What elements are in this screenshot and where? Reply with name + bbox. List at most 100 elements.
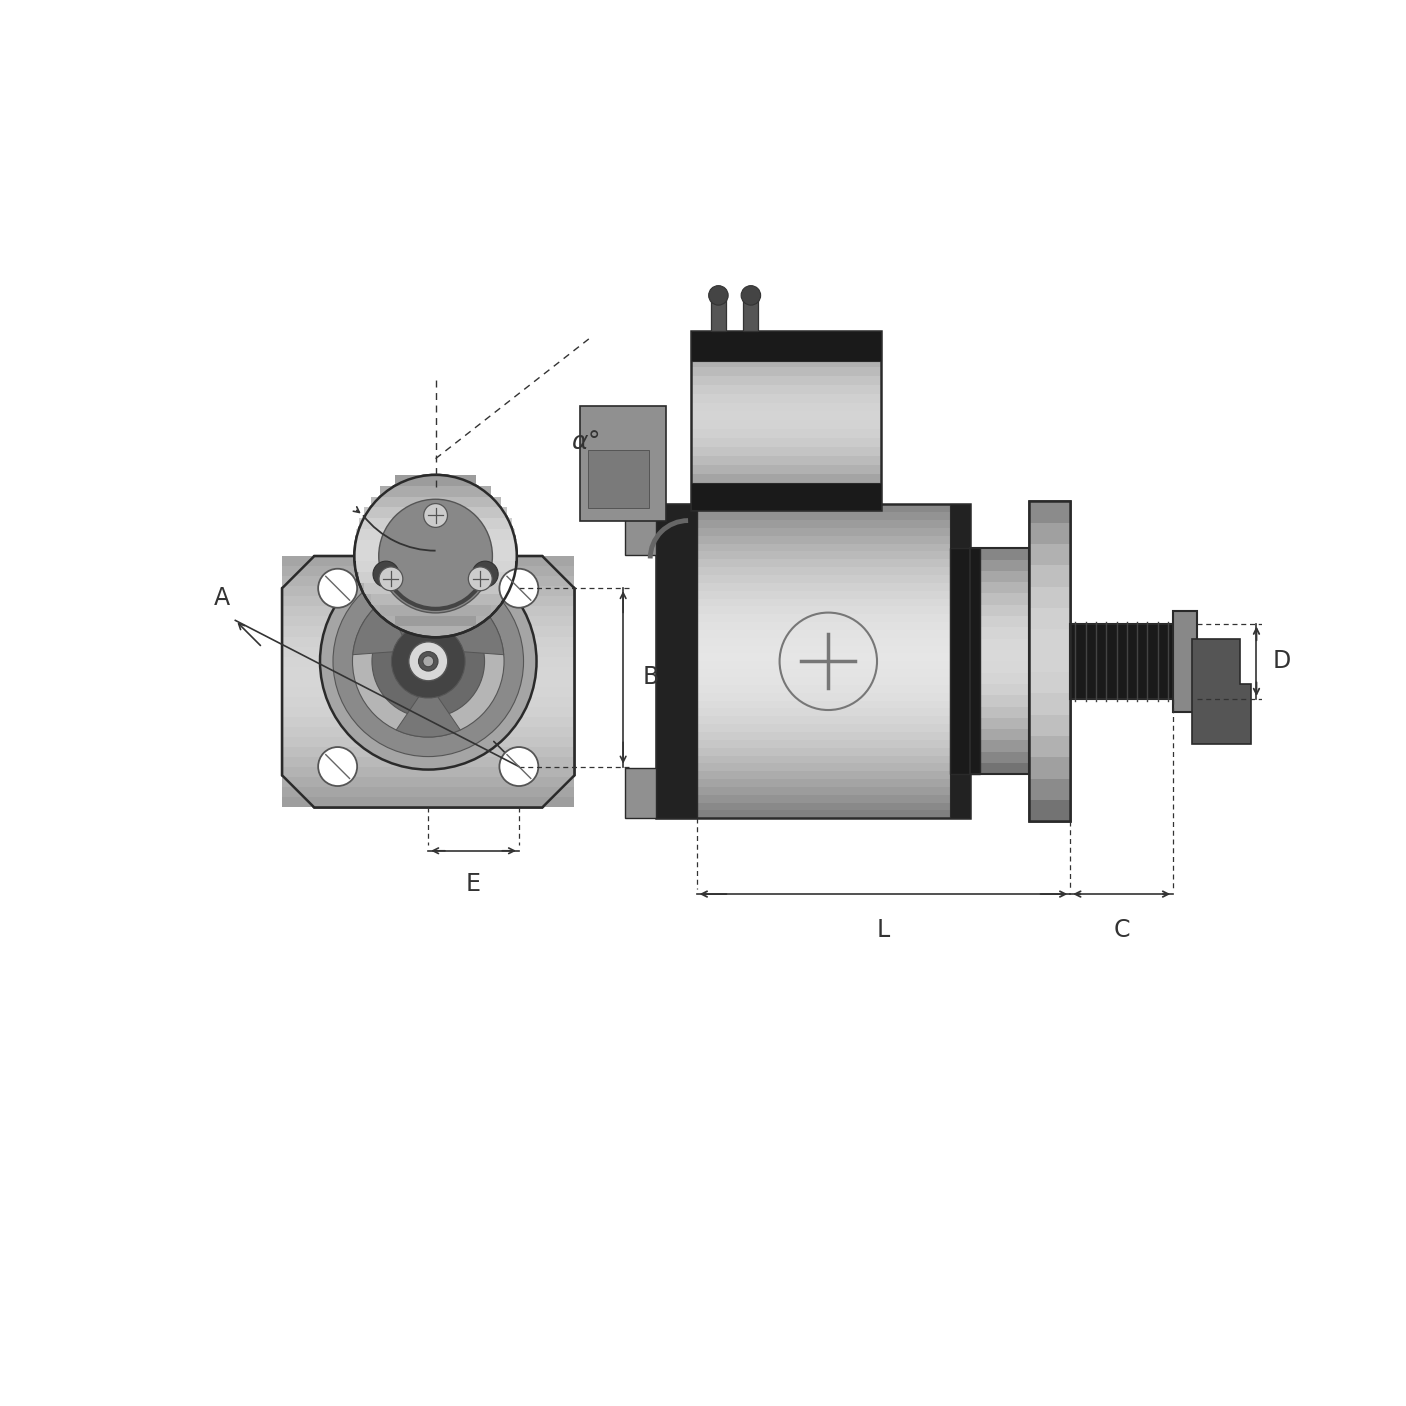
Bar	[692, 349, 880, 359]
Bar	[692, 482, 880, 492]
Bar	[655, 748, 970, 755]
Text: B: B	[643, 665, 659, 689]
Bar	[1029, 523, 1070, 544]
Bar	[970, 548, 1029, 560]
Bar	[283, 637, 575, 647]
Text: E: E	[465, 872, 481, 897]
Bar	[283, 697, 575, 707]
Bar	[692, 340, 880, 349]
Bar	[655, 645, 970, 654]
Bar	[356, 561, 515, 572]
Bar	[655, 763, 970, 772]
Bar	[283, 747, 575, 758]
Bar	[1029, 501, 1070, 821]
Bar	[655, 724, 970, 733]
Bar	[970, 763, 1029, 775]
Circle shape	[321, 553, 537, 769]
Bar	[655, 678, 970, 685]
Circle shape	[423, 655, 433, 666]
Bar	[692, 332, 880, 340]
Polygon shape	[283, 557, 575, 807]
Bar	[283, 616, 575, 627]
Bar	[655, 567, 970, 575]
Bar	[692, 482, 880, 510]
Bar	[655, 661, 970, 669]
Polygon shape	[454, 599, 503, 655]
Bar	[692, 465, 880, 474]
Bar	[655, 583, 970, 591]
Bar	[354, 540, 516, 551]
Polygon shape	[353, 599, 402, 655]
Bar	[970, 672, 1029, 683]
Bar	[1173, 612, 1197, 711]
Bar	[283, 707, 575, 717]
Bar	[1029, 735, 1070, 758]
Bar	[655, 733, 970, 740]
Bar	[1029, 758, 1070, 779]
Bar	[283, 576, 575, 586]
Bar	[692, 394, 880, 402]
Bar	[970, 593, 1029, 605]
Bar	[950, 548, 980, 775]
Bar	[1029, 607, 1070, 630]
Bar	[1029, 501, 1070, 523]
Bar	[970, 605, 1029, 616]
Bar	[655, 654, 970, 661]
Bar	[692, 456, 880, 465]
Bar	[692, 447, 880, 456]
Bar	[283, 596, 575, 606]
Bar	[1029, 714, 1070, 735]
Bar	[283, 737, 575, 747]
Bar	[655, 803, 970, 810]
Bar	[970, 650, 1029, 661]
Bar	[655, 544, 970, 551]
Bar	[655, 772, 970, 779]
Bar	[283, 787, 575, 797]
Bar	[655, 599, 970, 606]
Circle shape	[499, 747, 538, 786]
Bar	[692, 359, 880, 367]
Bar	[283, 557, 575, 567]
Bar	[356, 529, 515, 540]
Bar	[381, 485, 491, 496]
Bar	[371, 593, 501, 605]
Bar	[655, 505, 697, 818]
Bar	[655, 520, 970, 527]
Bar	[692, 429, 880, 439]
Bar	[283, 797, 575, 807]
Bar	[970, 730, 1029, 741]
Bar	[354, 551, 516, 561]
Bar	[283, 717, 575, 727]
Bar	[692, 367, 880, 375]
Bar	[283, 647, 575, 657]
Bar	[283, 727, 575, 737]
Circle shape	[373, 605, 485, 717]
Bar	[970, 741, 1029, 752]
Bar	[692, 330, 880, 361]
Bar	[359, 519, 512, 529]
Bar	[655, 740, 970, 748]
Bar	[692, 375, 880, 385]
Bar	[1029, 544, 1070, 565]
Bar	[589, 450, 650, 508]
Circle shape	[409, 641, 447, 681]
Text: D: D	[1272, 650, 1291, 673]
Bar	[283, 686, 575, 697]
Bar	[1029, 565, 1070, 586]
Bar	[655, 787, 970, 794]
Bar	[970, 695, 1029, 707]
Bar	[283, 676, 575, 686]
Bar	[970, 661, 1029, 672]
Circle shape	[373, 561, 399, 588]
Circle shape	[353, 585, 503, 737]
Bar	[283, 567, 575, 576]
Bar	[655, 669, 970, 678]
Bar	[970, 718, 1029, 730]
Bar	[970, 616, 1029, 627]
Circle shape	[378, 499, 492, 613]
Bar	[655, 693, 970, 700]
Bar	[655, 505, 970, 818]
Bar	[1070, 624, 1173, 699]
Text: C: C	[1114, 918, 1130, 942]
Bar	[283, 657, 575, 666]
